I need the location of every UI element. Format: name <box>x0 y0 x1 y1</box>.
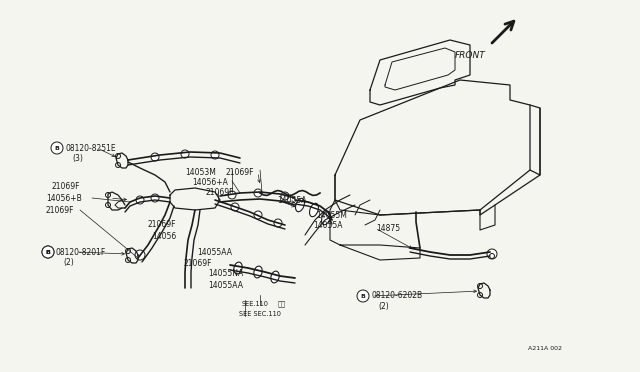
Text: 14055M: 14055M <box>316 211 347 219</box>
Text: (2): (2) <box>378 301 388 311</box>
Text: SEE SEC.110: SEE SEC.110 <box>239 311 281 317</box>
Circle shape <box>357 290 369 302</box>
Circle shape <box>151 153 159 161</box>
Ellipse shape <box>310 203 319 217</box>
Circle shape <box>135 250 145 260</box>
Text: 参照: 参照 <box>278 301 286 307</box>
Circle shape <box>211 151 219 159</box>
Text: B: B <box>45 250 51 254</box>
Circle shape <box>274 219 282 227</box>
Ellipse shape <box>321 211 330 225</box>
Text: 14055A: 14055A <box>277 196 307 205</box>
Text: 14055NA: 14055NA <box>208 269 243 279</box>
Text: 21069F: 21069F <box>225 167 253 176</box>
Circle shape <box>136 196 144 204</box>
Text: 21069F: 21069F <box>148 219 177 228</box>
Circle shape <box>51 142 63 154</box>
Text: B: B <box>45 250 51 254</box>
Circle shape <box>228 191 236 199</box>
Ellipse shape <box>234 262 242 274</box>
Text: 14875: 14875 <box>376 224 400 232</box>
Text: B: B <box>54 145 60 151</box>
Circle shape <box>254 211 262 219</box>
Circle shape <box>42 246 54 258</box>
Text: 14056: 14056 <box>152 231 176 241</box>
Text: 14056+A: 14056+A <box>192 177 228 186</box>
Text: 08120-8251E: 08120-8251E <box>65 144 116 153</box>
Text: 08120-8201F: 08120-8201F <box>56 247 106 257</box>
Circle shape <box>487 249 497 259</box>
Text: B: B <box>360 294 365 298</box>
Ellipse shape <box>271 271 279 283</box>
Circle shape <box>231 203 239 211</box>
Circle shape <box>281 192 289 200</box>
Text: FRONT: FRONT <box>455 51 486 60</box>
Ellipse shape <box>254 266 262 278</box>
Circle shape <box>42 246 54 258</box>
Ellipse shape <box>296 198 305 212</box>
Text: 14055A: 14055A <box>313 221 342 230</box>
Text: 21069F: 21069F <box>205 187 234 196</box>
Text: 14056+B: 14056+B <box>46 193 82 202</box>
Text: 21069F: 21069F <box>52 182 81 190</box>
Text: 08120-6202B: 08120-6202B <box>371 292 422 301</box>
Text: 14055AA: 14055AA <box>208 280 243 289</box>
Circle shape <box>181 150 189 158</box>
Text: SEE.110: SEE.110 <box>242 301 269 307</box>
Text: A211A 002: A211A 002 <box>528 346 562 350</box>
Text: (3): (3) <box>72 154 83 163</box>
Text: 14053M: 14053M <box>185 167 216 176</box>
Circle shape <box>151 194 159 202</box>
Text: (2): (2) <box>63 257 74 266</box>
Text: 21069F: 21069F <box>184 260 212 269</box>
Text: 14055AA: 14055AA <box>197 247 232 257</box>
Text: 21069F: 21069F <box>46 205 74 215</box>
Circle shape <box>254 189 262 197</box>
